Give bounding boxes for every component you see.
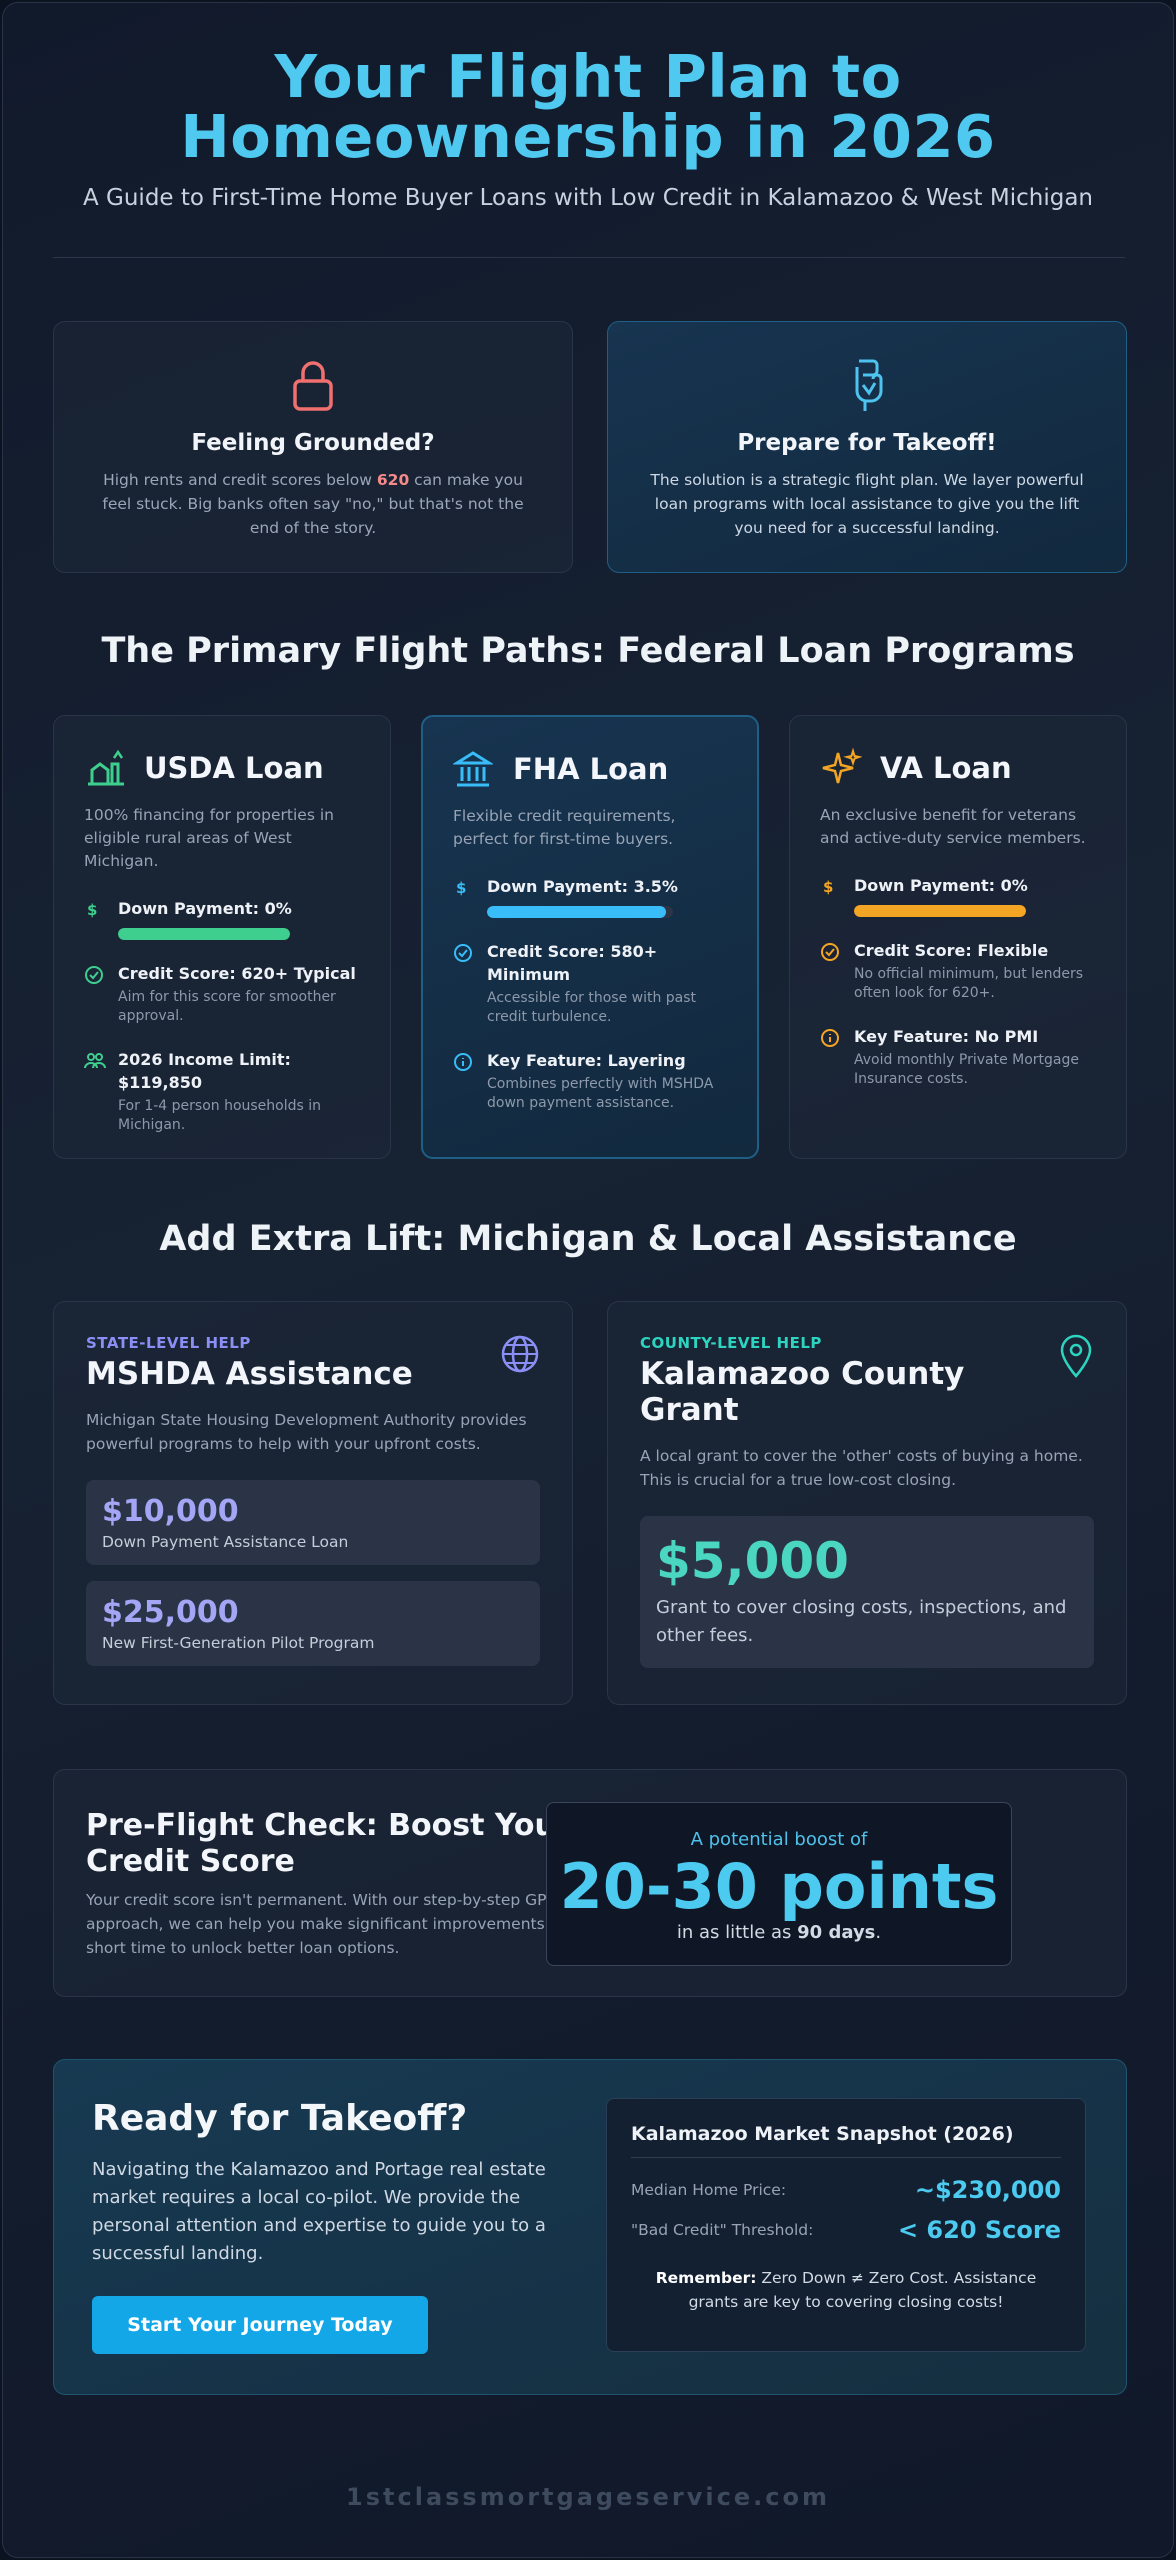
federal-section-title: The Primary Flight Paths: Federal Loan P… xyxy=(101,631,1075,671)
grounded-card: Feeling Grounded? High rents and credit … xyxy=(53,321,573,573)
mshda-amount-1: $10,000 Down Payment Assistance Loan xyxy=(86,1480,540,1565)
county-desc: A local grant to cover the 'other' costs… xyxy=(640,1447,1083,1489)
va-down-payment: $ Down Payment: 0% xyxy=(820,874,1096,917)
credit-threshold-highlight: 620 xyxy=(376,471,410,489)
hand-icon xyxy=(648,352,1086,418)
takeoff-card: Prepare for Takeoff! The solution is a s… xyxy=(607,321,1127,573)
cta-title: Ready for Takeoff? xyxy=(92,2098,468,2139)
va-title: VA Loan xyxy=(880,751,1012,785)
cta-card: Ready for Takeoff? Navigating the Kalama… xyxy=(53,2059,1127,2395)
dollar-icon: $ xyxy=(820,874,854,917)
hero: Your Flight Plan to Homeownership in 202… xyxy=(3,42,1173,212)
divider xyxy=(53,257,1125,258)
fha-credit: Credit Score: 580+ Minimum Accessible for… xyxy=(453,940,727,1027)
county-card: COUNTY-LEVEL HELP Kalamazoo County Grant… xyxy=(607,1301,1127,1705)
users-icon xyxy=(84,1048,118,1135)
usda-card: USDA Loan 100% financing for properties … xyxy=(53,715,391,1159)
county-title: Kalamazoo County Grant xyxy=(640,1356,965,1428)
va-desc: An exclusive benefit for veterans and ac… xyxy=(820,806,1086,847)
credit-card: Pre-Flight Check: Boost Your Credit Scor… xyxy=(53,1769,1127,1997)
usda-credit: Credit Score: 620+ Typical Aim for this s… xyxy=(84,962,360,1026)
fha-desc: Flexible credit requirements, perfect fo… xyxy=(453,807,676,848)
snapshot-note: Remember: Zero Down ≠ Zero Cost. Assista… xyxy=(655,2269,1037,2311)
median-price-row: Median Home Price: ~$230,000 xyxy=(631,2176,1061,2204)
va-credit: Credit Score: Flexible No official minimu… xyxy=(820,939,1096,1003)
grounded-text: High rents and credit scores below 620 c… xyxy=(102,471,524,537)
boost-box: A potential boost of 20-30 points in as … xyxy=(546,1802,1012,1966)
fha-key-feature: Key Feature: Layering Combines perfectly … xyxy=(453,1049,727,1113)
usda-desc: 100% financing for properties in eligibl… xyxy=(84,806,334,870)
globe-icon xyxy=(500,1334,540,1378)
dollar-icon: $ xyxy=(453,875,487,918)
fha-card: FHA Loan Flexible credit requirements, p… xyxy=(421,715,759,1159)
info-icon xyxy=(453,1049,487,1113)
va-down-bar xyxy=(854,905,1026,917)
start-journey-button[interactable]: Start Your Journey Today xyxy=(92,2296,428,2354)
farm-icon xyxy=(84,746,130,790)
market-snapshot: Kalamazoo Market Snapshot (2026) Median … xyxy=(606,2098,1086,2352)
sparkle-icon xyxy=(820,746,866,790)
check-circle-icon xyxy=(84,962,118,1026)
mshda-card: STATE-LEVEL HELP MSHDA Assistance Michig… xyxy=(53,1301,573,1705)
county-tag: COUNTY-LEVEL HELP xyxy=(640,1334,822,1352)
takeoff-text: The solution is a strategic flight plan.… xyxy=(650,471,1084,537)
usda-income: 2026 Income Limit: $119,850 For 1-4 perso… xyxy=(84,1048,360,1135)
fha-down-bar xyxy=(487,906,673,918)
credit-desc: Your credit score isn't permanent. With … xyxy=(86,1891,579,1957)
county-amount: $5,000 Grant to cover closing costs, ins… xyxy=(640,1516,1094,1668)
usda-down-payment: $ Down Payment: 0% xyxy=(84,897,360,940)
usda-title: USDA Loan xyxy=(144,751,324,785)
usda-down-bar xyxy=(118,928,290,940)
fha-down-payment: $ Down Payment: 3.5% xyxy=(453,875,727,918)
page-title: Your Flight Plan to Homeownership in 202… xyxy=(180,42,996,171)
boost-label: A potential boost of xyxy=(690,1829,868,1850)
boost-timeframe: in as little as 90 days. xyxy=(676,1922,882,1943)
svg-text:$: $ xyxy=(456,879,466,896)
info-icon xyxy=(820,1025,854,1089)
bank-icon xyxy=(453,747,499,791)
fha-title: FHA Loan xyxy=(513,752,669,786)
check-circle-icon xyxy=(820,939,854,1003)
page-subtitle: A Guide to First-Time Home Buyer Loans w… xyxy=(82,185,1094,211)
mshda-desc: Michigan State Housing Development Autho… xyxy=(86,1411,527,1453)
boost-value: 20-30 points xyxy=(559,1850,999,1923)
svg-text:$: $ xyxy=(823,878,833,895)
snapshot-title: Kalamazoo Market Snapshot (2026) xyxy=(631,2123,1061,2158)
takeoff-title: Prepare for Takeoff! xyxy=(737,430,997,456)
va-key-feature: Key Feature: No PMI Avoid monthly Private… xyxy=(820,1025,1096,1089)
mshda-amount-2: $25,000 New First-Generation Pilot Progr… xyxy=(86,1581,540,1666)
cta-desc: Navigating the Kalamazoo and Portage rea… xyxy=(92,2159,546,2264)
va-card: VA Loan An exclusive benefit for veteran… xyxy=(789,715,1127,1159)
dollar-icon: $ xyxy=(84,897,118,940)
svg-text:$: $ xyxy=(87,901,97,918)
bad-credit-row: "Bad Credit" Threshold: < 620 Score xyxy=(631,2216,1061,2244)
mshda-title: MSHDA Assistance xyxy=(86,1356,413,1392)
credit-title: Pre-Flight Check: Boost Your Credit Scor… xyxy=(86,1808,571,1879)
assistance-section-title: Add Extra Lift: Michigan & Local Assista… xyxy=(159,1219,1017,1259)
check-circle-icon xyxy=(453,940,487,1027)
footer-site: 1stclassmortgageservice.com xyxy=(346,2483,830,2511)
mshda-tag: STATE-LEVEL HELP xyxy=(86,1334,251,1352)
grounded-title: Feeling Grounded? xyxy=(191,430,435,456)
map-pin-icon xyxy=(1058,1334,1094,1382)
lock-icon xyxy=(94,352,532,418)
